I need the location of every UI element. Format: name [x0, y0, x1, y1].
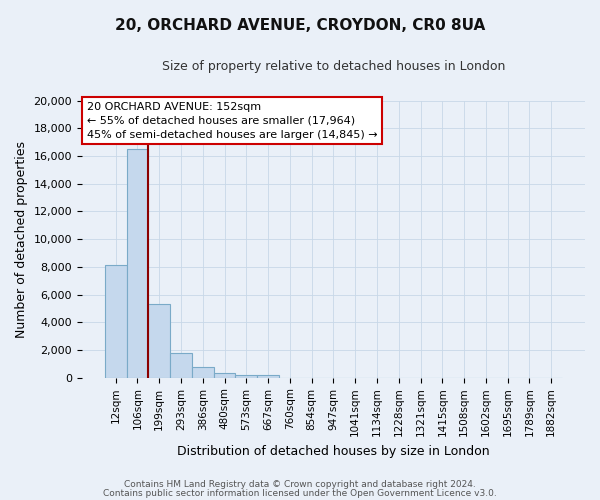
Bar	[235, 375, 257, 378]
Title: Size of property relative to detached houses in London: Size of property relative to detached ho…	[162, 60, 505, 73]
Bar	[214, 373, 235, 378]
Text: 20, ORCHARD AVENUE, CROYDON, CR0 8UA: 20, ORCHARD AVENUE, CROYDON, CR0 8UA	[115, 18, 485, 32]
Bar	[105, 266, 127, 378]
X-axis label: Distribution of detached houses by size in London: Distribution of detached houses by size …	[177, 444, 490, 458]
Text: 20 ORCHARD AVENUE: 152sqm
← 55% of detached houses are smaller (17,964)
45% of s: 20 ORCHARD AVENUE: 152sqm ← 55% of detac…	[87, 102, 377, 140]
Bar	[127, 149, 148, 378]
Bar	[148, 304, 170, 378]
Bar	[170, 353, 192, 378]
Y-axis label: Number of detached properties: Number of detached properties	[15, 140, 28, 338]
Bar	[192, 366, 214, 378]
Text: Contains HM Land Registry data © Crown copyright and database right 2024.: Contains HM Land Registry data © Crown c…	[124, 480, 476, 489]
Bar	[257, 375, 279, 378]
Text: Contains public sector information licensed under the Open Government Licence v3: Contains public sector information licen…	[103, 489, 497, 498]
